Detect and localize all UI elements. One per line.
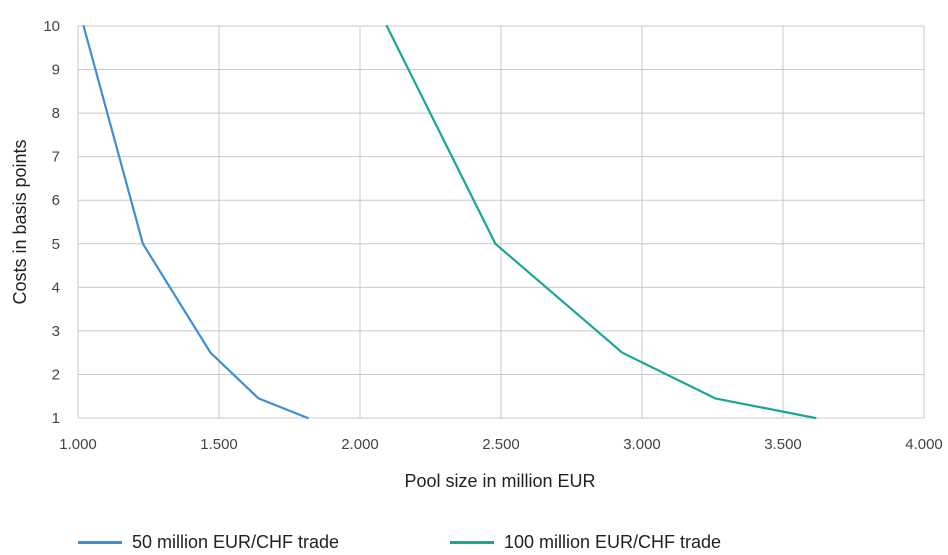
y-tick-label: 2 bbox=[52, 366, 60, 383]
y-tick-label: 4 bbox=[52, 279, 60, 296]
x-tick-label: 1.000 bbox=[59, 436, 97, 453]
legend: 50 million EUR/CHF trade 100 million EUR… bbox=[0, 532, 948, 554]
legend-swatch-series-1 bbox=[78, 541, 122, 544]
y-tick-label: 5 bbox=[52, 236, 60, 253]
y-tick-label: 9 bbox=[52, 62, 60, 79]
y-axis-title: Costs in basis points bbox=[10, 139, 30, 304]
legend-item-series-1: 50 million EUR/CHF trade bbox=[78, 532, 339, 553]
gridlines bbox=[77, 25, 925, 419]
x-tick-label: 1.500 bbox=[200, 436, 238, 453]
series-line-1 bbox=[82, 24, 309, 420]
y-tick-labels: 1 2 3 4 5 6 7 8 9 10 bbox=[43, 18, 60, 427]
series-lines bbox=[82, 24, 817, 420]
y-tick-label: 3 bbox=[52, 323, 60, 340]
x-axis-title: Pool size in million EUR bbox=[404, 471, 595, 491]
legend-item-series-2: 100 million EUR/CHF trade bbox=[450, 532, 721, 553]
y-tick-label: 7 bbox=[52, 149, 60, 166]
y-tick-label: 1 bbox=[52, 410, 60, 427]
y-tick-label: 6 bbox=[52, 192, 60, 209]
x-tick-label: 3.500 bbox=[764, 436, 802, 453]
y-tick-label: 10 bbox=[43, 18, 60, 35]
x-tick-label: 2.500 bbox=[482, 436, 520, 453]
legend-label-series-1: 50 million EUR/CHF trade bbox=[132, 532, 340, 552]
legend-swatch-series-2 bbox=[450, 541, 494, 544]
legend-label-series-2: 100 million EUR/CHF trade bbox=[504, 532, 722, 552]
x-tick-label: 4.000 bbox=[905, 436, 943, 453]
x-tick-label: 3.000 bbox=[623, 436, 661, 453]
series-line-2 bbox=[385, 24, 817, 420]
y-tick-label: 8 bbox=[52, 105, 60, 122]
x-tick-label: 2.000 bbox=[341, 436, 379, 453]
x-tick-labels: 1.000 1.500 2.000 2.500 3.000 3.500 4.000 bbox=[59, 436, 943, 453]
